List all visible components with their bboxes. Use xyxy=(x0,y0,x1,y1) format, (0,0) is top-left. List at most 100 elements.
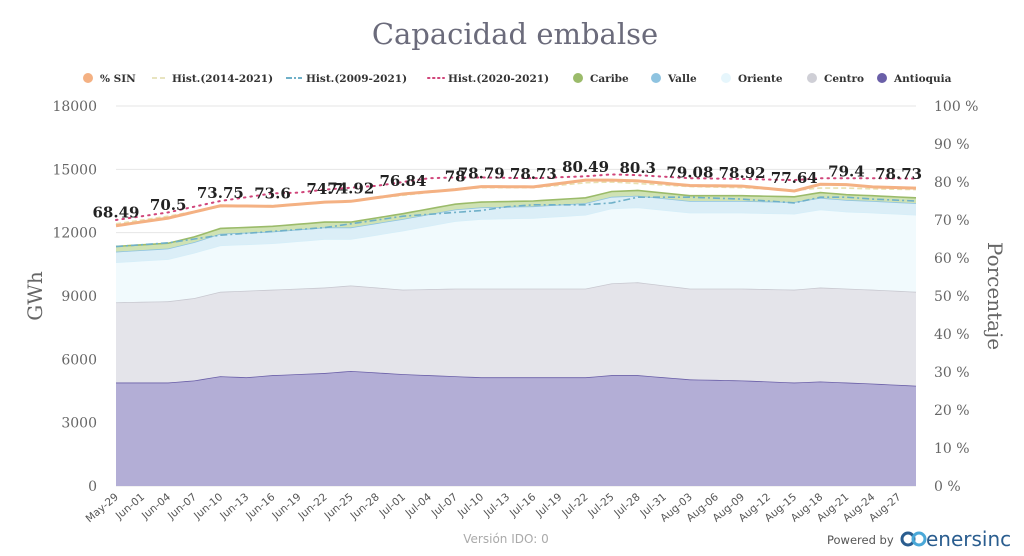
y2-tick-label: 60 % xyxy=(934,251,970,267)
legend-swatch-icon xyxy=(807,73,817,83)
y-axis-right: 0 % 10 % 20 % 30 % 40 % 50 % 60 % 70 % 80 % 90 % 1… xyxy=(934,99,978,495)
legend-swatch-icon xyxy=(573,73,583,83)
y2-axis-title: Porcentaje xyxy=(983,242,1007,350)
x-tick-label: Jun-28 xyxy=(348,491,382,522)
data-label: 73.6 xyxy=(254,184,291,202)
enersinc-logo-icon xyxy=(900,531,927,547)
legend-label: Hist.(2014-2021) xyxy=(172,73,273,85)
legend-item-hist-2014-2021[interactable]: Hist.(2014-2021) xyxy=(152,73,273,85)
legend-item-hist-2020-2021[interactable]: Hist.(2020-2021) xyxy=(427,73,549,85)
x-tick-label: Jul-19 xyxy=(533,491,564,520)
data-label: 68.49 xyxy=(93,204,140,222)
y2-tick-label: 20 % xyxy=(934,403,970,419)
data-label: 80.49 xyxy=(562,158,609,176)
data-label: 76.84 xyxy=(379,172,426,190)
x-tick-label: Jun-07 xyxy=(165,491,199,522)
y2-tick-label: 30 % xyxy=(934,365,970,381)
data-label: 80.3 xyxy=(619,159,656,177)
version-label: Versión IDO: 0 xyxy=(463,532,548,546)
area-line-oriente xyxy=(115,206,917,264)
y-axis-title: GWh xyxy=(23,271,47,321)
area-line-antioquia xyxy=(116,370,917,387)
legend-swatch-icon xyxy=(83,73,93,83)
legend-label: Caribe xyxy=(590,73,629,85)
legend-label: Centro xyxy=(824,73,864,85)
area-antioquia xyxy=(116,370,916,486)
line-hist-2020-2021 xyxy=(115,173,917,221)
x-tick-label: Jun-01 xyxy=(113,491,147,522)
legend-item-oriente[interactable]: Oriente xyxy=(721,73,783,85)
x-tick-label: Jul-16 xyxy=(507,491,539,520)
data-label: 78 xyxy=(445,168,466,186)
x-tick-label: Jul-13 xyxy=(481,491,512,520)
x-tick-label: Jun-16 xyxy=(243,491,277,523)
data-label: 70.5 xyxy=(150,196,187,214)
data-label: 74.7 xyxy=(306,180,343,198)
area-line-caribe xyxy=(115,189,917,248)
data-label: 78.73 xyxy=(875,165,922,183)
y2-tick-label: 50 % xyxy=(934,289,970,305)
legend-item-hist-2009-2021[interactable]: Hist.(2009-2021) xyxy=(286,73,407,85)
data-label: 79.08 xyxy=(666,163,713,181)
area-line-valle xyxy=(115,194,917,253)
legend-label: Hist.(2009-2021) xyxy=(306,73,407,85)
legend-label: Hist.(2020-2021) xyxy=(448,73,549,85)
y-tick-label: 15000 xyxy=(52,162,97,178)
area-valle xyxy=(116,195,916,263)
data-label: 78.73 xyxy=(510,165,557,183)
y-tick-label: 3000 xyxy=(61,416,97,432)
legend-item-antioquia[interactable]: Antioquia xyxy=(877,73,952,85)
data-label: 78.92 xyxy=(719,164,766,182)
legend-swatch-icon xyxy=(877,73,887,83)
legend-item-sin[interactable]: % SIN xyxy=(83,73,136,85)
y-tick-label: 0 xyxy=(88,479,97,495)
legend-item-valle[interactable]: Valle xyxy=(651,73,697,85)
y2-tick-label: 100 % xyxy=(934,99,978,115)
powered-by-label: Powered by xyxy=(827,533,894,547)
data-label: 77.64 xyxy=(771,169,818,187)
x-tick-label: Jun-19 xyxy=(269,491,303,522)
x-tick-label: May-29 xyxy=(84,491,121,525)
legend-label: Oriente xyxy=(738,73,783,85)
overlay-lines xyxy=(115,173,917,248)
y-tick-label: 12000 xyxy=(52,226,97,242)
legend-swatch-icon xyxy=(721,73,731,83)
stacked-areas xyxy=(115,189,917,486)
y2-tick-label: 70 % xyxy=(934,213,970,229)
legend-item-caribe[interactable]: Caribe xyxy=(573,73,629,85)
x-tick-label: Jul-07 xyxy=(429,491,460,520)
data-label: 74.92 xyxy=(327,179,374,197)
y2-tick-label: 0 % xyxy=(934,479,961,495)
legend-swatch-icon xyxy=(651,73,661,83)
y2-tick-label: 10 % xyxy=(934,441,970,457)
data-label: 78.79 xyxy=(458,165,505,183)
data-label: 79.4 xyxy=(828,162,865,180)
y2-tick-label: 80 % xyxy=(934,175,970,191)
y-axis-left: 0 3000 6000 9000 12000 15000 18000 xyxy=(52,99,97,495)
x-tick-label: Jun-10 xyxy=(191,491,225,522)
legend-label: % SIN xyxy=(100,73,136,85)
powered-by-badge[interactable]: Powered by enersinc xyxy=(827,527,1011,551)
y2-tick-label: 40 % xyxy=(934,327,970,343)
brand-name: enersinc xyxy=(926,527,1011,551)
legend-label: Valle xyxy=(667,73,697,85)
x-tick-label: Jul-01 xyxy=(377,491,408,520)
data-label: 73.75 xyxy=(197,184,244,202)
chart-title: Capacidad embalse xyxy=(372,17,658,51)
chart-legend[interactable]: % SIN Hist.(2014-2021) Hist.(2009-2021) His… xyxy=(83,73,952,85)
x-tick-label: Jun-04 xyxy=(139,491,173,523)
x-tick-label: Jul-22 xyxy=(559,491,590,520)
x-tick-label: Jun-13 xyxy=(217,491,251,522)
area-centro xyxy=(116,282,916,386)
area-oriente xyxy=(116,207,916,303)
x-tick-label: Jul-10 xyxy=(455,491,486,520)
x-axis: May-29Jun-01Jun-04Jun-07Jun-10Jun-13Jun-… xyxy=(84,491,904,525)
legend-item-centro[interactable]: Centro xyxy=(807,73,864,85)
y-tick-label: 6000 xyxy=(61,352,97,368)
y-tick-label: 18000 xyxy=(52,99,97,115)
line-pct-sin xyxy=(115,178,917,228)
x-tick-label: Jul-28 xyxy=(611,491,642,520)
legend-label: Antioquia xyxy=(893,73,952,85)
